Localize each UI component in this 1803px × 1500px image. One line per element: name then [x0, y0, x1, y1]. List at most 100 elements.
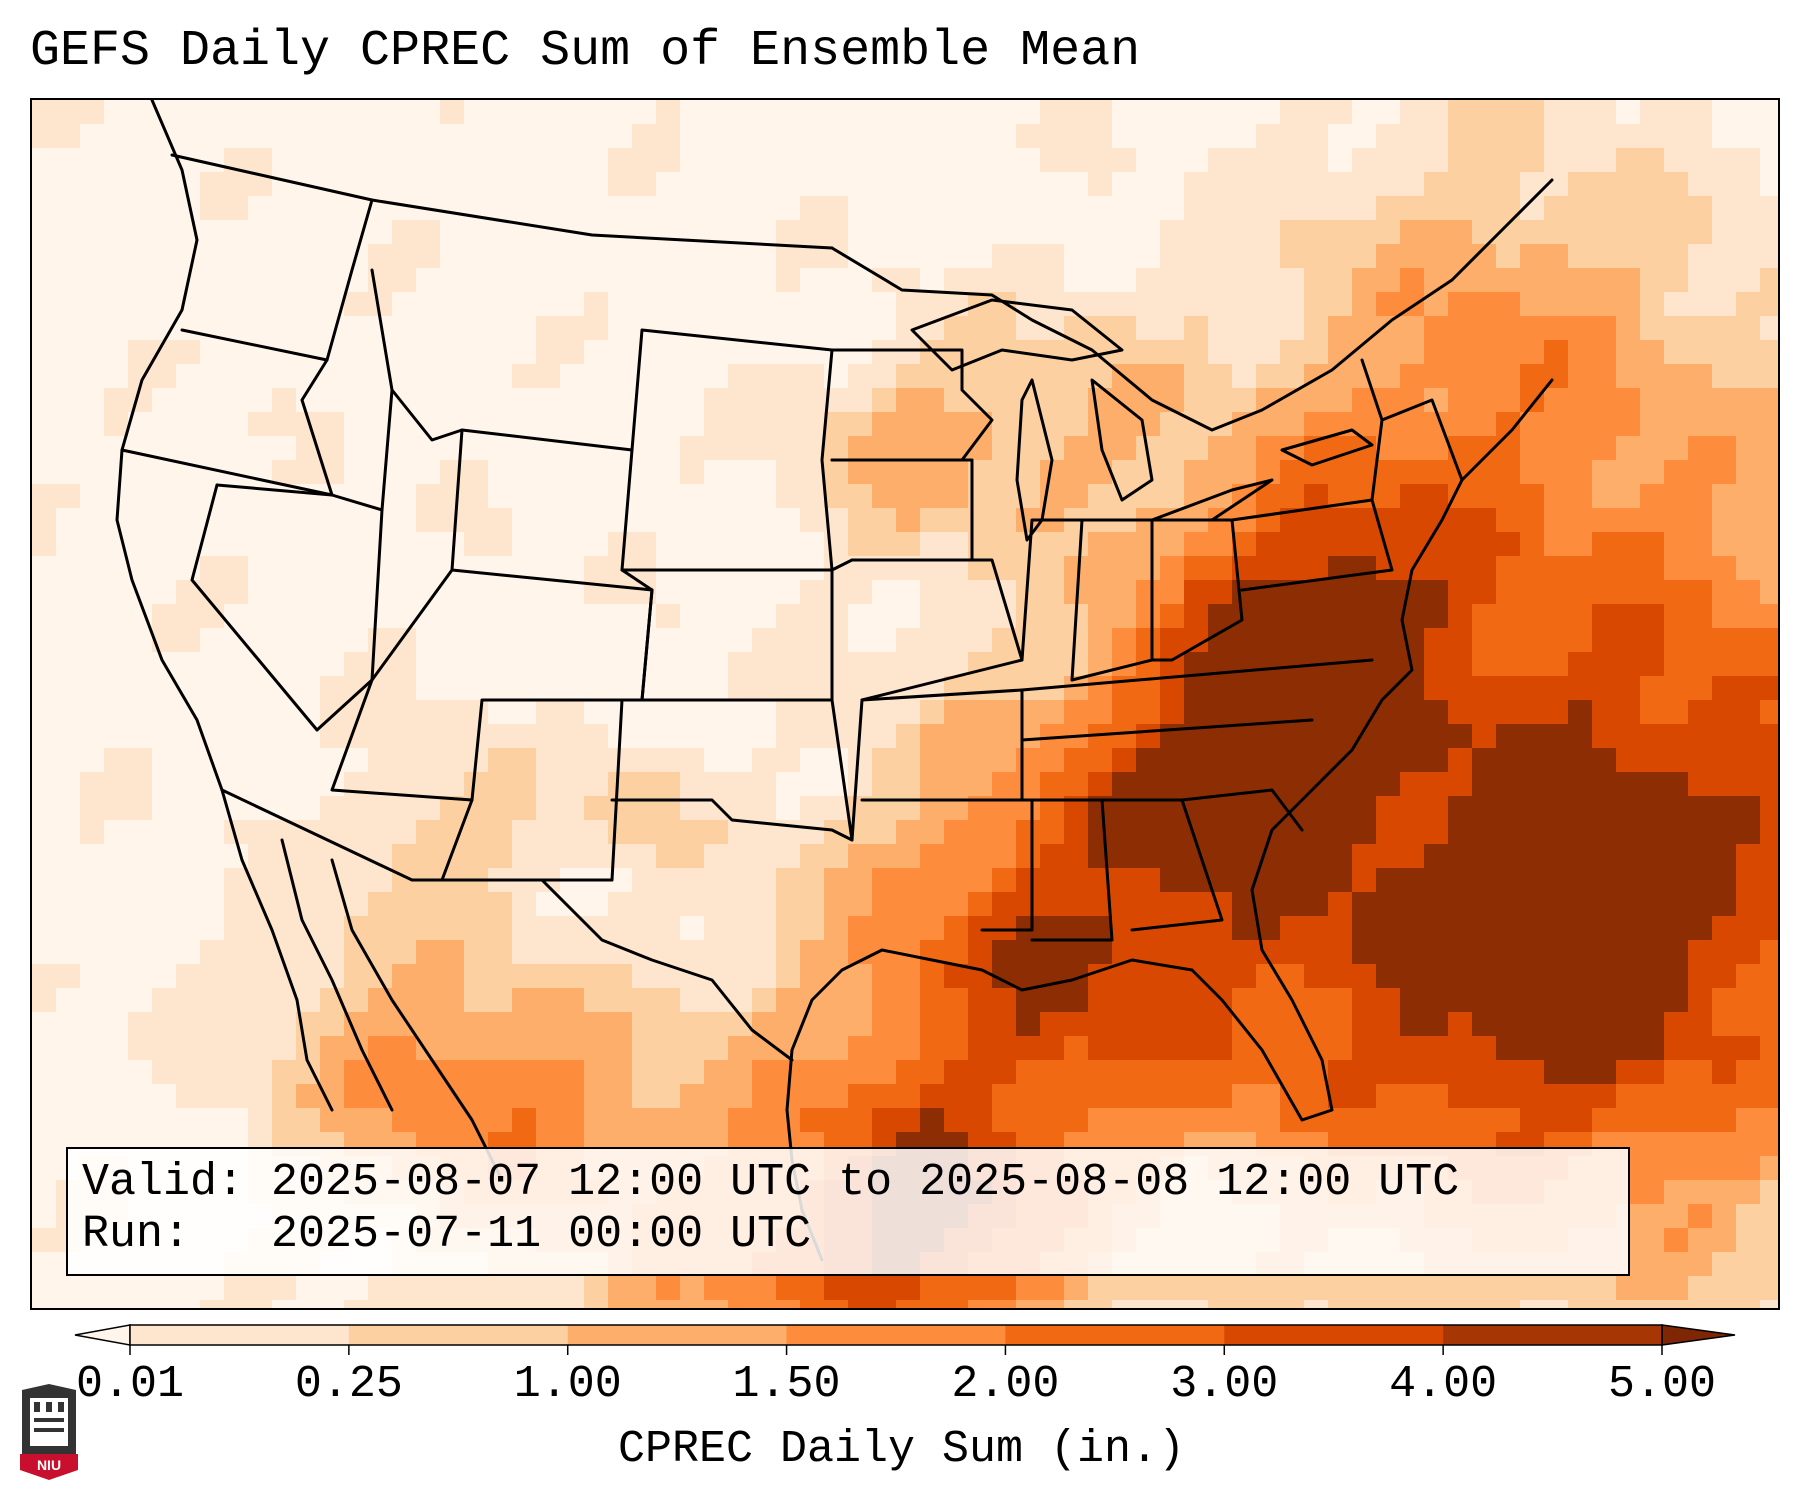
precip-cell — [1544, 820, 1568, 844]
precip-cell — [1592, 220, 1616, 244]
colorbar-tick-label: 1.00 — [513, 1359, 622, 1410]
precip-cell — [440, 1060, 464, 1084]
precip-cell — [1280, 1036, 1304, 1060]
precip-cell — [1760, 604, 1778, 628]
precip-cell — [704, 1276, 728, 1300]
precip-cell — [440, 1036, 464, 1060]
precip-cell — [1616, 652, 1640, 676]
precip-cell — [920, 916, 944, 940]
precip-cell — [1040, 340, 1064, 364]
precip-cell — [1232, 628, 1256, 652]
precip-cell — [176, 1012, 200, 1036]
precip-cell — [1544, 700, 1568, 724]
precip-cell — [1664, 268, 1688, 292]
precip-cell — [1568, 964, 1592, 988]
precip-cell — [1064, 436, 1088, 460]
precip-cell — [1352, 700, 1376, 724]
precip-cell — [1208, 1084, 1232, 1108]
precip-cell — [608, 892, 632, 916]
precip-cell — [1112, 892, 1136, 916]
precip-cell — [560, 1012, 584, 1036]
precip-cell — [1112, 604, 1136, 628]
precip-cell — [1616, 1036, 1640, 1060]
precip-cell — [584, 1012, 608, 1036]
precip-cell — [1616, 580, 1640, 604]
precip-cell — [1736, 316, 1760, 340]
precip-cell — [1520, 1036, 1544, 1060]
precip-cell — [488, 1036, 512, 1060]
precip-cell — [1688, 460, 1712, 484]
precip-cell — [1760, 1060, 1778, 1084]
precip-cell — [1640, 1156, 1664, 1180]
precip-cell — [1232, 844, 1256, 868]
precip-cell — [296, 868, 320, 892]
precip-cell — [1496, 292, 1520, 316]
precip-cell — [320, 700, 344, 724]
precip-cell — [824, 196, 848, 220]
precip-cell — [1016, 268, 1040, 292]
precip-cell — [1472, 724, 1496, 748]
precip-cell — [1232, 1036, 1256, 1060]
precip-cell — [224, 988, 248, 1012]
precip-cell — [344, 652, 368, 676]
precip-cell — [440, 772, 464, 796]
precip-cell — [1592, 100, 1616, 124]
precip-cell — [1496, 1084, 1520, 1108]
precip-cell — [728, 940, 752, 964]
precip-cell — [1400, 100, 1424, 124]
precip-cell — [1424, 340, 1448, 364]
precip-cell — [1184, 196, 1208, 220]
precip-cell — [32, 508, 56, 532]
precip-cell — [1400, 436, 1424, 460]
precip-cell — [1592, 1108, 1616, 1132]
precip-cell — [1184, 532, 1208, 556]
precip-cell — [1736, 724, 1760, 748]
precip-cell — [1040, 1300, 1064, 1308]
precip-cell — [992, 532, 1016, 556]
precip-cell — [200, 580, 224, 604]
precip-cell — [1592, 1036, 1616, 1060]
precip-cell — [1640, 244, 1664, 268]
precip-cell — [1040, 916, 1064, 940]
precip-cell — [1160, 292, 1184, 316]
precip-cell — [1616, 844, 1640, 868]
valid-value: 2025-08-07 12:00 UTC to 2025-08-08 12:00… — [271, 1157, 1460, 1208]
precip-cell — [1112, 988, 1136, 1012]
precip-cell — [920, 628, 944, 652]
precip-cell — [896, 892, 920, 916]
precip-cell — [944, 580, 968, 604]
precip-cell — [968, 1084, 992, 1108]
precip-cell — [1640, 388, 1664, 412]
precip-cell — [1232, 676, 1256, 700]
precip-cell — [296, 964, 320, 988]
precip-cell — [1016, 868, 1040, 892]
precip-cell — [224, 196, 248, 220]
precip-cell — [1472, 772, 1496, 796]
precip-cell — [1712, 1132, 1736, 1156]
precip-cell — [1520, 1084, 1544, 1108]
precip-cell — [392, 988, 416, 1012]
precip-cell — [1232, 964, 1256, 988]
precip-cell — [1280, 844, 1304, 868]
precip-cell — [1304, 940, 1328, 964]
precip-cell — [1712, 748, 1736, 772]
precip-cell — [752, 388, 776, 412]
precip-cell — [1064, 772, 1088, 796]
precip-cell — [1496, 604, 1520, 628]
precip-cell — [872, 700, 896, 724]
precip-cell — [992, 868, 1016, 892]
precip-cell — [1496, 1300, 1520, 1308]
precip-cell — [536, 844, 560, 868]
precip-cell — [1040, 748, 1064, 772]
precip-cell — [1760, 1180, 1778, 1204]
precip-cell — [320, 940, 344, 964]
precip-cell — [608, 1276, 632, 1300]
precip-cell — [1544, 580, 1568, 604]
precip-cell — [1352, 1012, 1376, 1036]
precip-cell — [872, 1012, 896, 1036]
precip-cell — [536, 1300, 560, 1308]
precip-cell — [1688, 868, 1712, 892]
precip-cell — [1640, 1108, 1664, 1132]
precip-cell — [608, 1036, 632, 1060]
precip-cell — [776, 868, 800, 892]
